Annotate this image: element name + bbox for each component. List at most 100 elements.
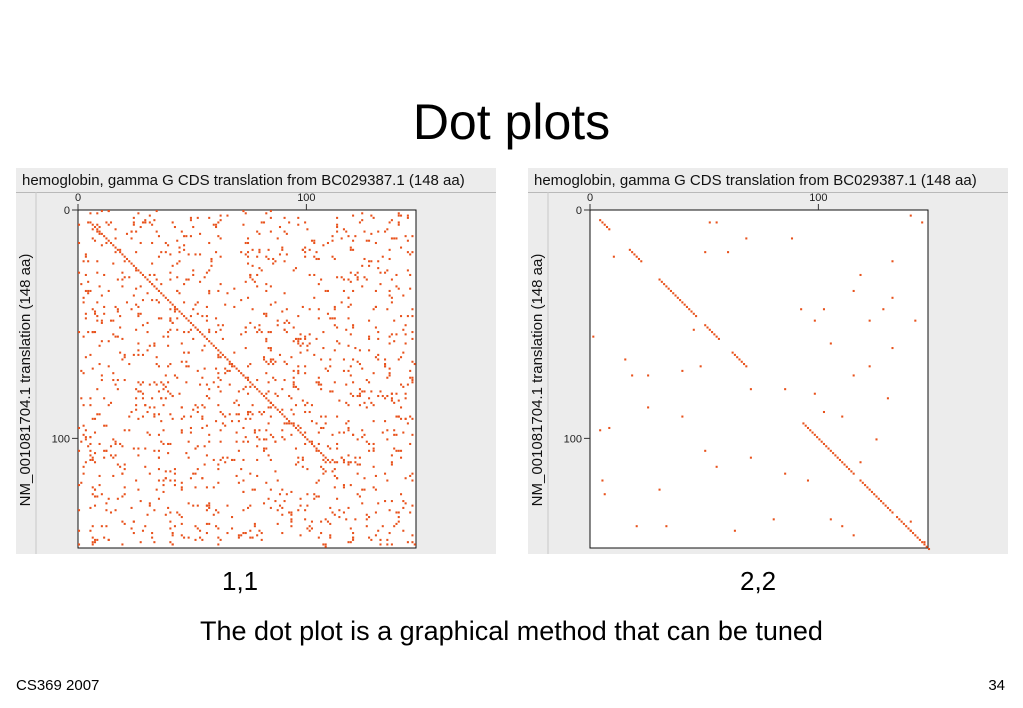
dot-point — [269, 360, 272, 363]
dot-point — [400, 383, 403, 386]
dot-point — [153, 509, 156, 512]
dot-point — [352, 358, 355, 361]
dot-point — [121, 445, 124, 448]
dot-point — [918, 538, 921, 541]
dot-point — [217, 404, 220, 407]
dot-point — [96, 271, 99, 274]
dot-point — [121, 253, 124, 256]
dot-point — [848, 468, 851, 471]
dot-point — [157, 390, 160, 393]
dot-point — [180, 431, 183, 434]
dot-point — [171, 303, 174, 306]
dot-point — [368, 239, 371, 242]
dot-point — [265, 429, 268, 432]
dot-point — [868, 365, 871, 368]
dot-point — [217, 385, 220, 388]
dot-point — [114, 237, 117, 240]
dot-point — [135, 287, 138, 290]
dot-point — [349, 303, 352, 306]
dot-point — [326, 445, 329, 448]
dot-point — [361, 219, 364, 222]
dot-point — [324, 543, 327, 546]
dot-point — [123, 463, 126, 466]
dot-point — [409, 253, 412, 256]
dot-point — [89, 289, 92, 292]
dot-point — [112, 474, 115, 477]
dot-point — [320, 383, 323, 386]
dot-point — [194, 326, 197, 329]
dot-point — [235, 413, 238, 416]
dot-point — [347, 426, 350, 430]
dot-point — [132, 520, 135, 523]
dot-point — [235, 440, 238, 443]
dot-point — [631, 251, 634, 254]
dot-point — [283, 328, 286, 331]
dot-point — [601, 221, 604, 224]
dot-point — [189, 426, 192, 430]
dot-point — [288, 221, 291, 224]
dot-point — [681, 369, 684, 372]
dot-point — [219, 356, 222, 359]
dot-point — [96, 388, 99, 391]
dot-point — [84, 436, 87, 439]
dot-point — [322, 543, 325, 546]
dot-point — [884, 504, 887, 507]
dot-point — [269, 406, 272, 409]
dot-point — [304, 518, 307, 521]
dot-point — [605, 225, 609, 229]
dot-point — [128, 260, 131, 263]
dot-point — [155, 230, 158, 233]
dot-point — [393, 525, 396, 528]
dot-point — [178, 392, 181, 395]
dot-point — [219, 390, 222, 393]
dot-point — [608, 228, 611, 231]
dot-point — [219, 283, 222, 286]
dot-point — [231, 458, 234, 461]
dot-point — [841, 461, 844, 464]
dot-point — [219, 214, 222, 217]
dot-point — [381, 431, 384, 434]
dot-point — [112, 319, 115, 322]
dot-point — [205, 315, 208, 318]
dot-point — [80, 481, 83, 484]
dot-point — [388, 294, 391, 297]
dot-point — [167, 335, 170, 338]
dot-point — [89, 458, 92, 461]
dot-point — [406, 422, 409, 425]
dot-point — [326, 458, 329, 461]
chart-caption-1: 1,1 — [222, 566, 259, 596]
dot-point — [221, 337, 224, 340]
dot-point — [157, 365, 160, 368]
dot-point — [119, 248, 122, 251]
dot-point — [409, 511, 412, 514]
dot-point — [317, 449, 320, 452]
dot-point — [386, 543, 389, 546]
dot-point — [242, 223, 245, 226]
dot-point — [342, 278, 345, 281]
dot-point — [123, 379, 126, 382]
dot-point — [212, 381, 215, 384]
dot-point — [290, 356, 293, 359]
dot-point — [822, 410, 826, 414]
dot-point — [704, 251, 707, 254]
dot-point — [141, 397, 145, 400]
dot-point — [370, 260, 373, 263]
dot-point — [363, 276, 366, 279]
dot-point — [146, 278, 149, 281]
dot-point — [196, 312, 199, 315]
dot-point — [372, 420, 375, 423]
dot-point — [269, 433, 272, 436]
dot-point — [116, 335, 119, 338]
dot-point — [141, 392, 145, 395]
dot-point — [361, 488, 364, 491]
dot-point — [377, 529, 380, 532]
dot-point — [411, 433, 414, 436]
dot-point — [283, 500, 286, 503]
dot-point — [905, 525, 908, 528]
dot-point — [244, 436, 247, 439]
dot-point — [349, 374, 352, 377]
dot-point — [390, 500, 393, 503]
dot-point — [112, 456, 115, 459]
dot-layer — [78, 210, 416, 548]
dot-point — [336, 442, 339, 446]
